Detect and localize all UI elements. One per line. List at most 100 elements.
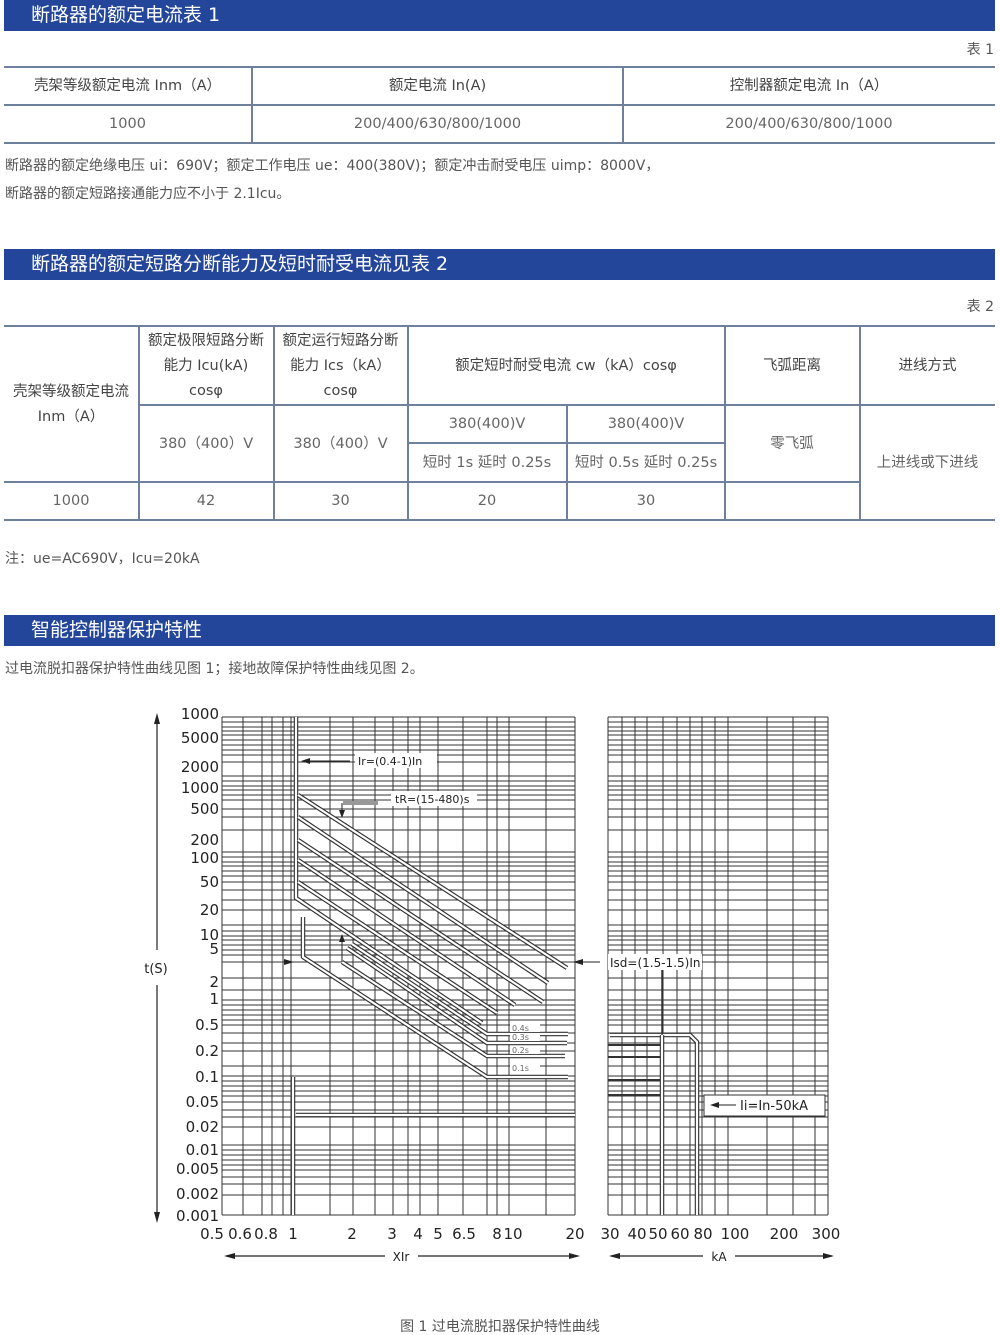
arrow-up-icon: [154, 713, 160, 724]
delay-label-bg: [510, 1033, 540, 1041]
x-tick-label: 0.6: [228, 1225, 252, 1243]
x-tick-label: 0.8: [254, 1225, 278, 1243]
x-tick-label: 100: [721, 1225, 750, 1243]
short-time-curve-0.2s: [340, 960, 565, 1059]
arrow-left-icon: [710, 1102, 719, 1108]
table-header: 额定电流 In(A): [388, 77, 487, 94]
header-icu: 额定极限短路分断能力 Icu(kA) cosφ: [148, 332, 264, 399]
header-icw: 额定短时耐受电流 cw（kA）cosφ: [455, 357, 677, 374]
kA-curve: [610, 1032, 700, 1215]
header-arc-distance: 飞弧距离: [763, 357, 821, 374]
annotation-box: [703, 1094, 826, 1117]
long-time-curve-fill: [297, 839, 544, 1003]
long-time-curve: [296, 858, 517, 1007]
short-time-curve-0.3s: [345, 946, 567, 1046]
table-cell: 30: [636, 493, 656, 509]
x-tick-label: 3: [387, 1225, 397, 1243]
arrow-down-icon: [339, 810, 345, 818]
y-tick-label: 5: [209, 940, 219, 958]
icu-voltage: 380（400）V: [158, 435, 254, 452]
x-tick-label: 5: [433, 1225, 443, 1243]
icw-voltage: 380(400)V: [448, 416, 526, 432]
annotation-bar: [343, 801, 378, 805]
arrow-right-icon: [284, 959, 294, 965]
x-tick-label: 80: [693, 1225, 712, 1243]
y-tick-label: 50: [200, 873, 219, 891]
y-tick-label: 0.05: [186, 1093, 219, 1111]
section-text: 过电流脱扣器保护特性曲线见图 1；接地故障保护特性曲线见图 2。: [5, 661, 424, 677]
annotation-ii: Ii=In-50kA: [740, 1099, 808, 1114]
y-tick-label: 500: [190, 800, 219, 818]
section-title-controller: 智能控制器保护特性: [4, 615, 995, 646]
y-tick-label: 100: [190, 849, 219, 867]
table-number-1: 表 1: [966, 42, 994, 58]
y-axis-label: t(S): [144, 962, 168, 977]
short-time-curve-0.3s-fill: [346, 947, 567, 1045]
note-line: 断路器的额定短路接通能力应不小于 2.1Icu。: [5, 186, 291, 202]
annotation-isd: Isd=(1.5-1.5)In: [610, 956, 700, 970]
y-tick-label: 0.1: [195, 1068, 219, 1086]
delay-label-bg: [510, 1024, 540, 1032]
long-time-curve-fill: [297, 816, 549, 984]
annotation-box: [608, 954, 702, 970]
note-line: 断路器的额定绝缘电压 ui：690V；额定工作电压 ue：400(380V)；额…: [5, 158, 660, 174]
short-time-curve-0.4s: [350, 942, 568, 1037]
y-tick-label: 5000: [181, 729, 219, 747]
table-cell: 20: [477, 493, 497, 509]
x-tick-label: 1: [288, 1225, 298, 1243]
delay-label: 0.4s: [512, 1024, 529, 1033]
y-tick-label: 10: [200, 926, 219, 944]
y-tick-label: 2: [209, 973, 219, 991]
arrow-down-icon: [154, 1212, 160, 1223]
x-tick-label: 20: [565, 1225, 584, 1243]
long-time-curve: [296, 880, 499, 1015]
table-number-2: 表 2: [966, 299, 994, 315]
short-time-curve-0.1s-fill: [301, 917, 568, 1079]
long-time-curve: [296, 793, 569, 970]
x-tick-label: 8: [492, 1225, 502, 1243]
arrow-left-icon: [573, 959, 583, 965]
y-tick-label: 1000: [181, 779, 219, 797]
header-wiring: 进线方式: [898, 357, 957, 374]
arrow-left-icon: [224, 1253, 235, 1259]
table-cell: 1000: [109, 115, 146, 132]
x-tick-label: 10: [503, 1225, 522, 1243]
arrow-left-icon: [609, 1253, 620, 1259]
arrow-right-icon: [569, 1253, 580, 1259]
table-cell: 42: [196, 493, 216, 509]
delay-label: 0.1s: [512, 1064, 529, 1073]
figure-caption: 图 1 过电流脱扣器保护特性曲线: [400, 1319, 600, 1335]
table-cell: 1000: [52, 493, 90, 509]
long-time-curve: [296, 838, 545, 1004]
x-tick-label: 50: [648, 1225, 667, 1243]
kA-curve-fill: [610, 1033, 699, 1215]
ics-voltage: 380（400）V: [293, 435, 388, 452]
long-time-curve: [293, 717, 484, 1025]
icw-voltage: 380(400)V: [607, 416, 685, 432]
long-time-curve-fill: [297, 859, 516, 1006]
delay-label: 0.2s: [512, 1046, 529, 1055]
x-axis-label-right: kA: [711, 1250, 727, 1264]
kA-curve-outline: [610, 1032, 700, 1215]
long-time-curve-fill: [297, 794, 568, 969]
y-tick-label: 0.005: [176, 1160, 219, 1178]
y-tick-label: 0.5: [195, 1016, 219, 1034]
arrow-left-icon: [301, 758, 310, 764]
annotation-box: [355, 753, 437, 768]
x-tick-label: 6.5: [452, 1225, 476, 1243]
short-time-curve-0.4s-fill: [351, 943, 568, 1036]
delay-label-bg: [510, 1064, 540, 1072]
table-header: 壳架等级额定电流 Inm（A）: [33, 77, 222, 94]
y-tick-label: 1000: [181, 705, 219, 723]
header-ics: 额定运行短路分断能力 Ics（kA） cosφ: [282, 332, 399, 399]
header-frame-current: 壳架等级额定电流 Inm（A）: [13, 383, 129, 425]
wiring-value: 上进线或下进线: [876, 454, 979, 471]
long-time-curve-fill: [294, 717, 483, 1024]
x-tick-label: 30: [600, 1225, 619, 1243]
icw-time: 短时 1s 延时 0.25s: [422, 454, 552, 471]
short-time-curve-0.2s-fill: [341, 961, 565, 1058]
y-tick-label: 0.001: [176, 1207, 219, 1225]
y-tick-label: 1: [209, 990, 219, 1008]
y-tick-label: 2000: [181, 758, 219, 776]
x-tick-label: 300: [812, 1225, 841, 1243]
